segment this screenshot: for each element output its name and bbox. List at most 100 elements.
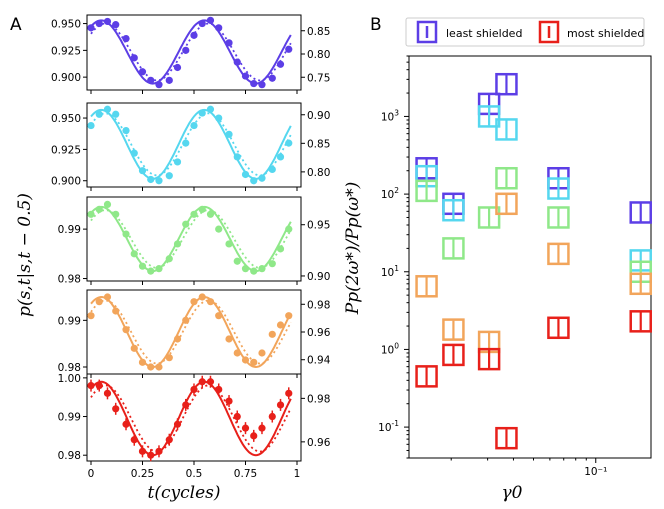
marker-red (495, 426, 518, 450)
y-tick-label-base: 10 (381, 111, 394, 123)
y-tick-label-red: 0.98 (58, 450, 81, 462)
data-point-purple (87, 24, 95, 32)
data-point-green (130, 250, 138, 258)
data-point-green (147, 267, 155, 275)
data-point-purple (103, 17, 112, 26)
data-point-green (173, 240, 182, 248)
marker-green (415, 179, 438, 203)
data-point-purple (155, 81, 163, 89)
data-point-orange (182, 316, 190, 324)
data-point-red (276, 401, 285, 409)
right-tick-label-red: 0.96 (307, 437, 331, 449)
x-tick-label: 1 (294, 468, 301, 480)
data-point-cyan (241, 170, 250, 179)
data-point-orange (103, 293, 112, 301)
y-tick-label-base: 10 (381, 267, 394, 279)
y-tick-label: 101 (381, 264, 399, 279)
panel-b-ylabel: Pp(2ω*)/Pp(ω*) (343, 182, 363, 315)
data-point-purple (233, 58, 241, 66)
marker-cyan (477, 105, 501, 128)
marker-red (547, 316, 570, 340)
data-point-green (206, 210, 215, 218)
data-point-orange (233, 349, 241, 357)
data-point-orange (122, 326, 130, 334)
y-tick-label-red: 1.00 (58, 373, 81, 385)
right-tick-label-cyan: 0.90 (307, 110, 330, 122)
data-point-orange (285, 312, 293, 320)
y-tick-label: 102 (381, 186, 399, 201)
data-point-orange (206, 298, 215, 306)
data-point-green (122, 230, 130, 238)
fit-line-red (90, 380, 292, 457)
data-point-orange (130, 344, 138, 352)
data-point-cyan (147, 175, 155, 184)
panel-b-xlabel: γ0 (502, 483, 523, 503)
data-point-green (155, 265, 163, 273)
data-point-green (268, 260, 276, 268)
data-point-cyan (103, 105, 112, 113)
data-point-purple (225, 39, 233, 47)
data-point-orange (138, 358, 147, 366)
subplot-frame-green (86, 196, 302, 282)
data-point-red (112, 405, 120, 413)
data-point-red (182, 401, 190, 409)
marker-cyan (547, 177, 570, 200)
x-tick-label: 0 (88, 468, 95, 480)
data-point-cyan (87, 121, 95, 130)
data-point-purple (206, 16, 215, 24)
marker-green (477, 206, 501, 229)
data-point-orange (190, 298, 198, 306)
right-tick-label-orange: 0.98 (307, 299, 330, 311)
data-point-purple (173, 63, 182, 72)
y-tick-label-purple: 0.925 (51, 45, 81, 57)
y-tick-label-exponent: -1 (392, 419, 400, 428)
data-point-red (155, 447, 163, 455)
data-point-cyan (276, 153, 285, 161)
data-point-green (165, 255, 173, 263)
data-point-purple (250, 79, 258, 88)
y-tick-label-base: 10 (378, 422, 391, 434)
data-point-red (165, 436, 173, 444)
data-point-red (87, 382, 95, 390)
model-line-green (90, 209, 292, 269)
data-point-orange (250, 358, 258, 366)
x-tick-label: 0.5 (186, 468, 203, 480)
data-point-red (147, 451, 155, 459)
data-point-red (95, 382, 103, 390)
right-tick-label-purple: 0.75 (307, 72, 330, 84)
right-tick-label-purple: 0.85 (307, 26, 330, 38)
marker-red (629, 310, 652, 333)
right-tick-label-cyan: 0.80 (307, 167, 330, 179)
data-point-red (122, 420, 130, 428)
data-point-red (190, 385, 198, 394)
data-point-cyan (112, 110, 120, 118)
plot-frame (408, 55, 652, 459)
y-tick-label-cyan: 0.950 (51, 113, 81, 125)
data-point-purple (165, 76, 173, 84)
data-point-cyan (215, 114, 223, 122)
marker-red (477, 347, 501, 371)
y-tick-label: 100 (381, 341, 399, 356)
fit-line-purple (90, 19, 292, 85)
data-point-cyan (165, 172, 173, 180)
data-point-red (138, 447, 147, 455)
right-tick-label-orange: 0.96 (307, 327, 331, 339)
model-line-cyan (90, 112, 292, 177)
right-tick-label-red: 0.98 (307, 393, 330, 405)
data-point-cyan (95, 110, 103, 118)
y-tick-label-purple: 0.950 (51, 19, 81, 31)
legend-label-least-shielded: least shielded (446, 27, 522, 40)
panel-a-ylabel: p(s,t|s,t − 0.5) (15, 193, 35, 317)
data-point-orange (147, 363, 155, 371)
x-tick-label: 0.75 (234, 468, 257, 480)
data-point-green (285, 225, 293, 233)
y-tick-label-exponent: 0 (394, 341, 399, 350)
data-point-red (173, 420, 182, 428)
data-point-orange (258, 349, 266, 357)
data-point-red (215, 385, 223, 394)
data-point-purple (112, 21, 120, 29)
data-point-orange (198, 293, 206, 301)
data-point-green (103, 200, 112, 209)
data-point-cyan (173, 158, 182, 166)
